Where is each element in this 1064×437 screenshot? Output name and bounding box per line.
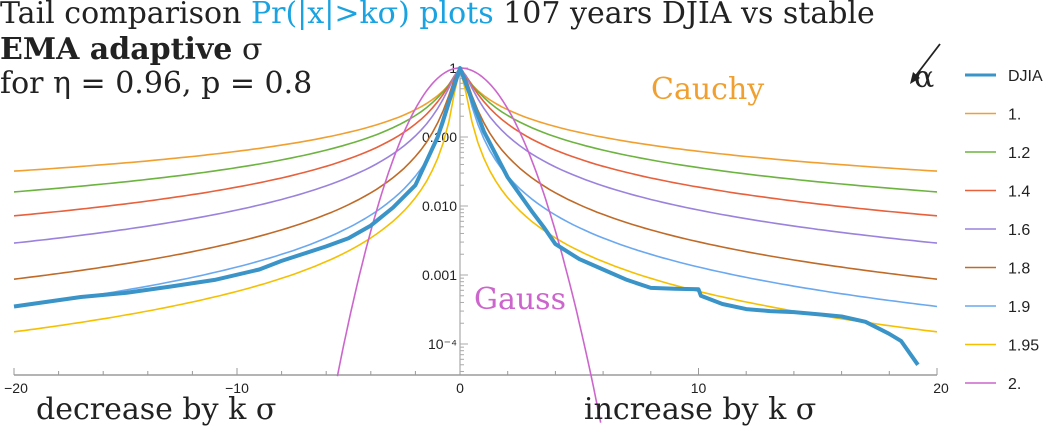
legend-label: 1.6 bbox=[1008, 222, 1030, 239]
y-tick-label: 1 bbox=[449, 60, 457, 76]
x-tick-label: 10 bbox=[691, 380, 707, 396]
x-caption-left: decrease by k σ bbox=[36, 392, 277, 427]
series-line-DJIA bbox=[13, 66, 920, 366]
legend-label: 1.4 bbox=[1008, 184, 1030, 201]
legend-label: 1.9 bbox=[1008, 299, 1030, 316]
legend-label: 1.8 bbox=[1008, 261, 1030, 278]
title-bold: EMA adaptive bbox=[0, 32, 233, 67]
gauss-label: Gauss bbox=[474, 282, 566, 317]
chart-title-line-1: Tail comparison Pr(|x|>kσ) plots 107 yea… bbox=[0, 0, 875, 31]
legend-label: 2. bbox=[1008, 376, 1021, 393]
legend-label: 1.2 bbox=[1008, 145, 1030, 162]
title-sigma: σ bbox=[232, 32, 263, 67]
x-tick-label: 20 bbox=[933, 380, 949, 396]
x-tick-label: 0 bbox=[456, 380, 464, 396]
title-prefix: Tail comparison bbox=[0, 0, 251, 31]
cauchy-label: Cauchy bbox=[651, 72, 765, 107]
legend-label: DJIA bbox=[1008, 68, 1043, 85]
alpha-label: α bbox=[914, 60, 935, 95]
legend-label: 1.95 bbox=[1008, 338, 1039, 355]
y-tick-label: 0.010 bbox=[422, 198, 457, 214]
series-line-1-8 bbox=[13, 67, 938, 280]
series-line-2- bbox=[336, 67, 602, 423]
series-line-1-6 bbox=[13, 67, 938, 244]
title-highlight: Pr(|x|>kσ) plots bbox=[250, 0, 494, 31]
legend: DJIA 1. 1.2 1.4 1.6 1.8 1.9 1.95 2. bbox=[965, 68, 1043, 393]
title-suffix: 107 years DJIA vs stable bbox=[493, 0, 875, 31]
series-line-1-4 bbox=[13, 67, 938, 217]
x-caption-right: increase by k σ bbox=[584, 392, 817, 427]
y-tick-label: 0.001 bbox=[422, 267, 457, 283]
y-tick-label: 10⁻⁴ bbox=[428, 336, 457, 352]
legend-label: 1. bbox=[1008, 107, 1021, 124]
series-line-1-2 bbox=[13, 67, 938, 193]
chart-title-line-2: EMA adaptive σ bbox=[0, 32, 262, 67]
chart-title-line-3: for η = 0.96, p = 0.8 bbox=[0, 66, 313, 101]
x-tick-label: −20 bbox=[4, 380, 28, 396]
x-tick-label: −10 bbox=[225, 380, 249, 396]
alpha-arrow-icon bbox=[910, 43, 941, 84]
series-lines bbox=[13, 66, 938, 423]
